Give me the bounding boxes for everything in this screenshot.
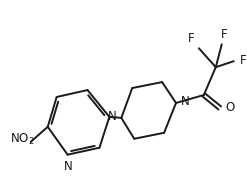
Text: F: F xyxy=(188,32,195,45)
Text: O: O xyxy=(226,101,235,114)
Text: N: N xyxy=(108,110,116,123)
Text: N: N xyxy=(64,160,73,173)
Text: N: N xyxy=(181,95,190,108)
Text: NO$_2$: NO$_2$ xyxy=(10,132,34,147)
Text: F: F xyxy=(220,28,227,41)
Text: F: F xyxy=(240,54,246,67)
